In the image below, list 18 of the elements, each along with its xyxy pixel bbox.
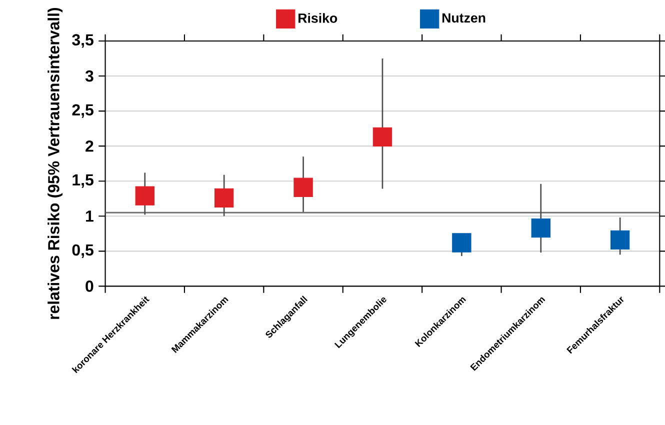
point (135, 186, 154, 206)
y-tick-label: 2,5 (72, 104, 94, 118)
y-tick-label: 3 (85, 70, 94, 82)
y-tick-label: 3,5 (72, 34, 94, 48)
legend-label: Nutzen (442, 13, 486, 23)
y-tick-label: 0 (86, 280, 94, 292)
point (214, 188, 234, 208)
point (531, 218, 550, 238)
point (294, 178, 313, 198)
point (610, 230, 630, 250)
y-tick-label: 2 (86, 140, 94, 152)
y-tick-label: 1,5 (72, 174, 94, 188)
y-tick-label: 1 (86, 210, 94, 222)
y-axis-title: relatives Risiko (95% Vertrauensintervall) (48, 8, 63, 320)
point (452, 233, 472, 252)
point (372, 127, 392, 147)
y-tick-label: 0,5 (72, 244, 94, 258)
legend-label: Risiko (298, 13, 338, 23)
